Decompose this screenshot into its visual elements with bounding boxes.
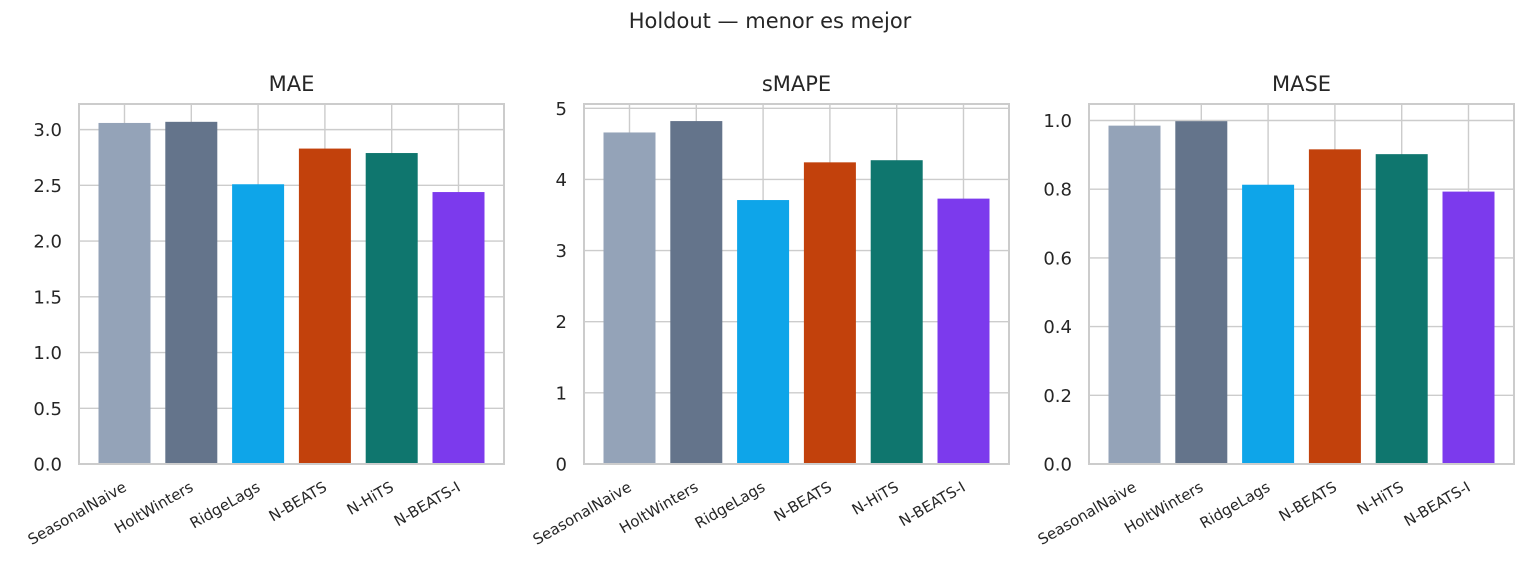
bar-smape-5 bbox=[937, 198, 990, 464]
bars-mae bbox=[98, 121, 485, 465]
bar-mase-1 bbox=[1175, 121, 1228, 465]
bar-mase-2 bbox=[1242, 184, 1295, 465]
y-ticks-mase: 0.0 0.2 0.4 0.6 0.8 1.0 bbox=[1043, 111, 1072, 476]
x-tick-label-mae: RidgeLags bbox=[187, 478, 263, 533]
y-ticks-mae: 0.0 0.5 1.0 1.5 2.0 2.5 3.0 bbox=[33, 120, 62, 475]
panel-title-mae: MAE bbox=[269, 72, 315, 96]
y-tick-label-mae: 3.0 bbox=[33, 120, 62, 141]
bar-mae-5 bbox=[432, 192, 485, 465]
bars-mase bbox=[1108, 121, 1495, 465]
y-tick-label-mase: 0.8 bbox=[1043, 180, 1072, 201]
y-ticks-smape: 0 1 2 3 4 5 bbox=[556, 99, 567, 476]
plot-frame-mase bbox=[1088, 103, 1515, 465]
panel-smape: sMAPE 0 1 2 3 4 5 SeasonalNaiveHoltWintersRid… bbox=[530, 72, 1010, 549]
plot-frame-mae bbox=[78, 103, 505, 465]
x-tick-label-smape: N-HiTS bbox=[849, 478, 902, 519]
figure-title: Holdout — menor es mejor bbox=[629, 9, 912, 33]
bar-mase-0 bbox=[1108, 125, 1161, 464]
x-tick-label-mae: SeasonalNaive bbox=[25, 478, 130, 549]
x-tick-label-mase: RidgeLags bbox=[1197, 478, 1273, 533]
bar-mase-5 bbox=[1442, 191, 1495, 464]
y-tick-label-smape: 5 bbox=[556, 99, 567, 120]
bar-mae-0 bbox=[98, 122, 151, 464]
bar-mase-3 bbox=[1308, 149, 1361, 464]
bar-mase-4 bbox=[1375, 154, 1428, 464]
y-tick-label-smape: 1 bbox=[556, 383, 567, 404]
y-tick-label-mase: 0.6 bbox=[1043, 248, 1072, 269]
x-tick-label-smape: RidgeLags bbox=[692, 478, 768, 533]
bar-mae-4 bbox=[365, 153, 418, 465]
y-tick-label-mae: 2.5 bbox=[33, 176, 62, 197]
y-tick-label-mae: 1.0 bbox=[33, 343, 62, 364]
bar-smape-3 bbox=[803, 162, 856, 464]
plot-frame-smape bbox=[583, 103, 1010, 465]
x-tick-label-mase: N-HiTS bbox=[1354, 478, 1407, 519]
bar-mae-2 bbox=[232, 184, 285, 464]
y-tick-label-mase: 0.4 bbox=[1043, 317, 1072, 338]
x-tick-label-smape: N-BEATS bbox=[771, 478, 835, 525]
x-tick-label-mase: N-BEATS-I bbox=[1401, 478, 1474, 530]
x-tick-label-mase: SeasonalNaive bbox=[1035, 478, 1140, 549]
x-tick-label-mae: N-BEATS bbox=[266, 478, 330, 525]
bar-smape-4 bbox=[870, 160, 923, 464]
bar-mae-1 bbox=[165, 121, 218, 464]
panel-title-smape: sMAPE bbox=[762, 72, 831, 96]
x-tick-label-smape: N-BEATS-I bbox=[896, 478, 969, 530]
bar-smape-1 bbox=[670, 121, 723, 464]
y-tick-label-smape: 0 bbox=[556, 455, 567, 476]
x-tick-label-smape: SeasonalNaive bbox=[530, 478, 635, 549]
y-tick-label-mae: 0.5 bbox=[33, 399, 62, 420]
panel-mase: MASE 0.0 0.2 0.4 0.6 0.8 1.0 SeasonalNaiveHol… bbox=[1035, 72, 1515, 549]
bars-smape bbox=[603, 121, 990, 465]
y-tick-label-mase: 0.0 bbox=[1043, 455, 1072, 476]
panel-mae: MAE 0.0 0.5 1.0 1.5 2.0 2.5 3.0 SeasonalNaiveH… bbox=[25, 72, 505, 549]
x-tick-label-mase: N-BEATS bbox=[1276, 478, 1340, 525]
bar-smape-0 bbox=[603, 132, 656, 464]
x-tick-label-mae: N-BEATS-I bbox=[391, 478, 464, 530]
x-tick-label-mae: N-HiTS bbox=[344, 478, 397, 519]
y-tick-label-smape: 3 bbox=[556, 241, 567, 262]
y-tick-label-smape: 4 bbox=[556, 170, 567, 191]
y-tick-label-mae: 0.0 bbox=[33, 455, 62, 476]
y-tick-label-smape: 2 bbox=[556, 312, 567, 333]
y-tick-label-mae: 2.0 bbox=[33, 232, 62, 253]
y-tick-label-mae: 1.5 bbox=[33, 287, 62, 308]
bar-smape-2 bbox=[737, 200, 790, 465]
y-tick-label-mase: 1.0 bbox=[1043, 111, 1072, 132]
bar-mae-3 bbox=[298, 148, 351, 464]
panel-title-mase: MASE bbox=[1272, 72, 1331, 96]
y-tick-label-mase: 0.2 bbox=[1043, 386, 1072, 407]
